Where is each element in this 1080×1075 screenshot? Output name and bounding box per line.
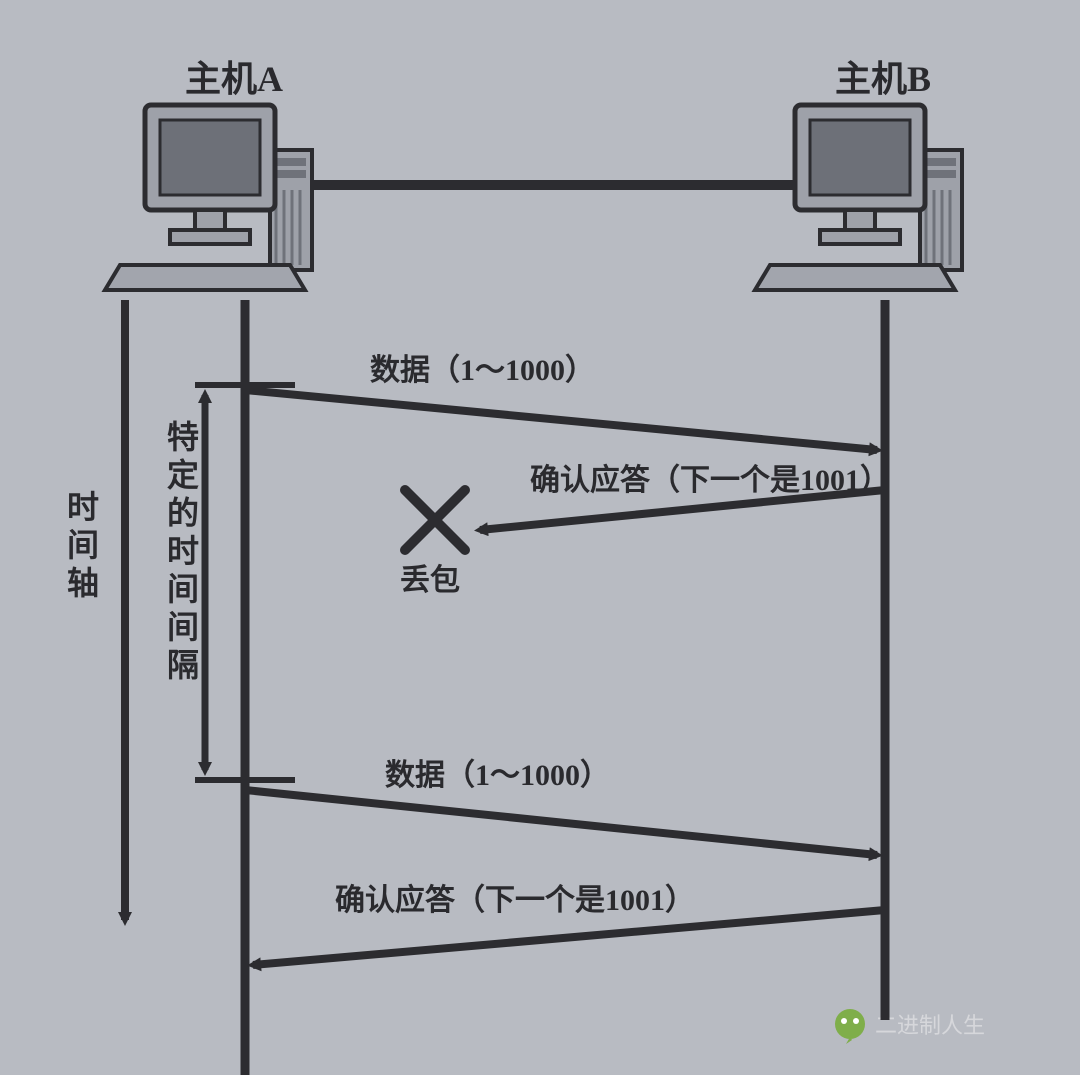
diagram-canvas: 主机A 主机B 时间轴 特定的时间间隔 数据（1～1000） 确认应答（下一个是… <box>0 0 1080 1075</box>
msg-ack-2-arrow <box>253 910 885 965</box>
diagram-svg <box>0 0 1080 1075</box>
watermark-logo <box>835 1009 865 1044</box>
msg-data-2-arrow <box>245 790 877 855</box>
host-b-icon <box>755 105 962 290</box>
packet-loss-icon <box>405 490 465 550</box>
msg-data-1-arrow <box>245 390 877 450</box>
msg-ack-1-arrow <box>480 490 885 530</box>
host-a-icon <box>105 105 312 290</box>
